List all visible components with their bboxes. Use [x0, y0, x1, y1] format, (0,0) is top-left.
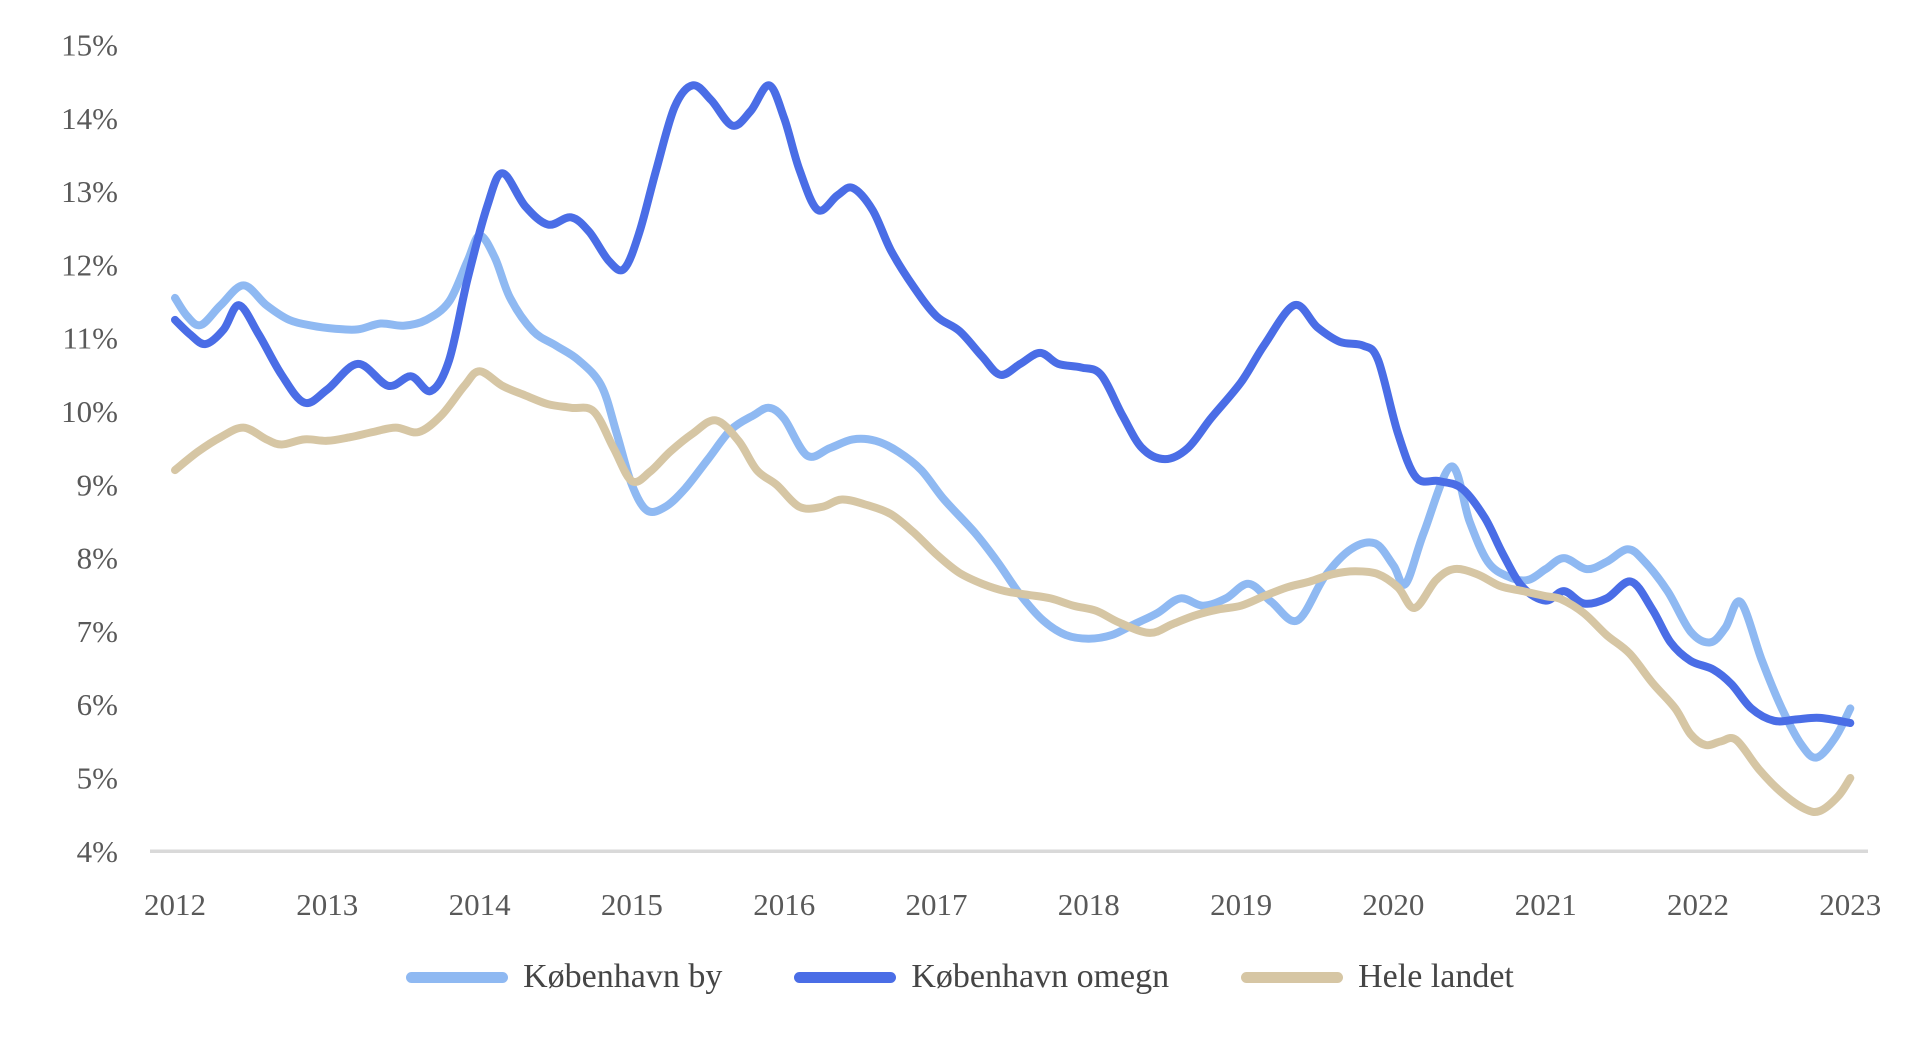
y-tick-label: 4%	[77, 834, 118, 869]
legend-label-hele-landet: Hele landet	[1358, 958, 1514, 995]
x-tick-label: 2017	[906, 887, 968, 922]
chart-legend: København by København omegn Hele landet	[0, 958, 1920, 996]
x-tick-label: 2015	[601, 887, 663, 922]
y-tick-label: 13%	[61, 174, 118, 209]
y-tick-label: 9%	[77, 467, 118, 502]
y-tick-label: 15%	[61, 28, 118, 63]
y-tick-label: 6%	[77, 687, 118, 722]
x-tick-label: 2020	[1362, 887, 1424, 922]
x-tick-label: 2012	[144, 887, 206, 922]
series-line-hele-landet	[171, 367, 1855, 817]
x-tick-label: 2016	[753, 887, 815, 922]
legend-label-kobenhavn-omegn: København omegn	[911, 958, 1170, 995]
y-tick-label: 8%	[77, 541, 118, 576]
x-tick-label: 2019	[1210, 887, 1272, 922]
legend-swatch-kobenhavn-omegn	[794, 971, 897, 983]
x-tick-label: 2021	[1515, 887, 1577, 922]
legend-swatch-hele-landet	[1241, 971, 1344, 983]
legend-item-hele-landet: Hele landet	[1241, 958, 1514, 996]
x-tick-label: 2013	[296, 887, 358, 922]
y-tick-label: 10%	[61, 394, 118, 429]
y-tick-label: 5%	[77, 761, 118, 796]
legend-swatch-kobenhavn-by	[406, 971, 509, 983]
x-tick-label: 2014	[449, 887, 512, 922]
x-tick-label: 2022	[1667, 887, 1729, 922]
y-tick-label: 7%	[77, 614, 118, 649]
y-tick-label: 11%	[62, 321, 118, 356]
x-tick-label: 2023	[1819, 887, 1881, 922]
y-tick-label: 12%	[61, 247, 118, 282]
x-tick-label: 2018	[1058, 887, 1120, 922]
legend-item-kobenhavn-omegn: København omegn	[794, 958, 1169, 996]
y-tick-label: 14%	[61, 101, 118, 136]
legend-label-kobenhavn-by: København by	[523, 958, 723, 995]
legend-item-kobenhavn-by: København by	[406, 958, 722, 996]
series-line-kobenhavn-by	[171, 231, 1855, 762]
